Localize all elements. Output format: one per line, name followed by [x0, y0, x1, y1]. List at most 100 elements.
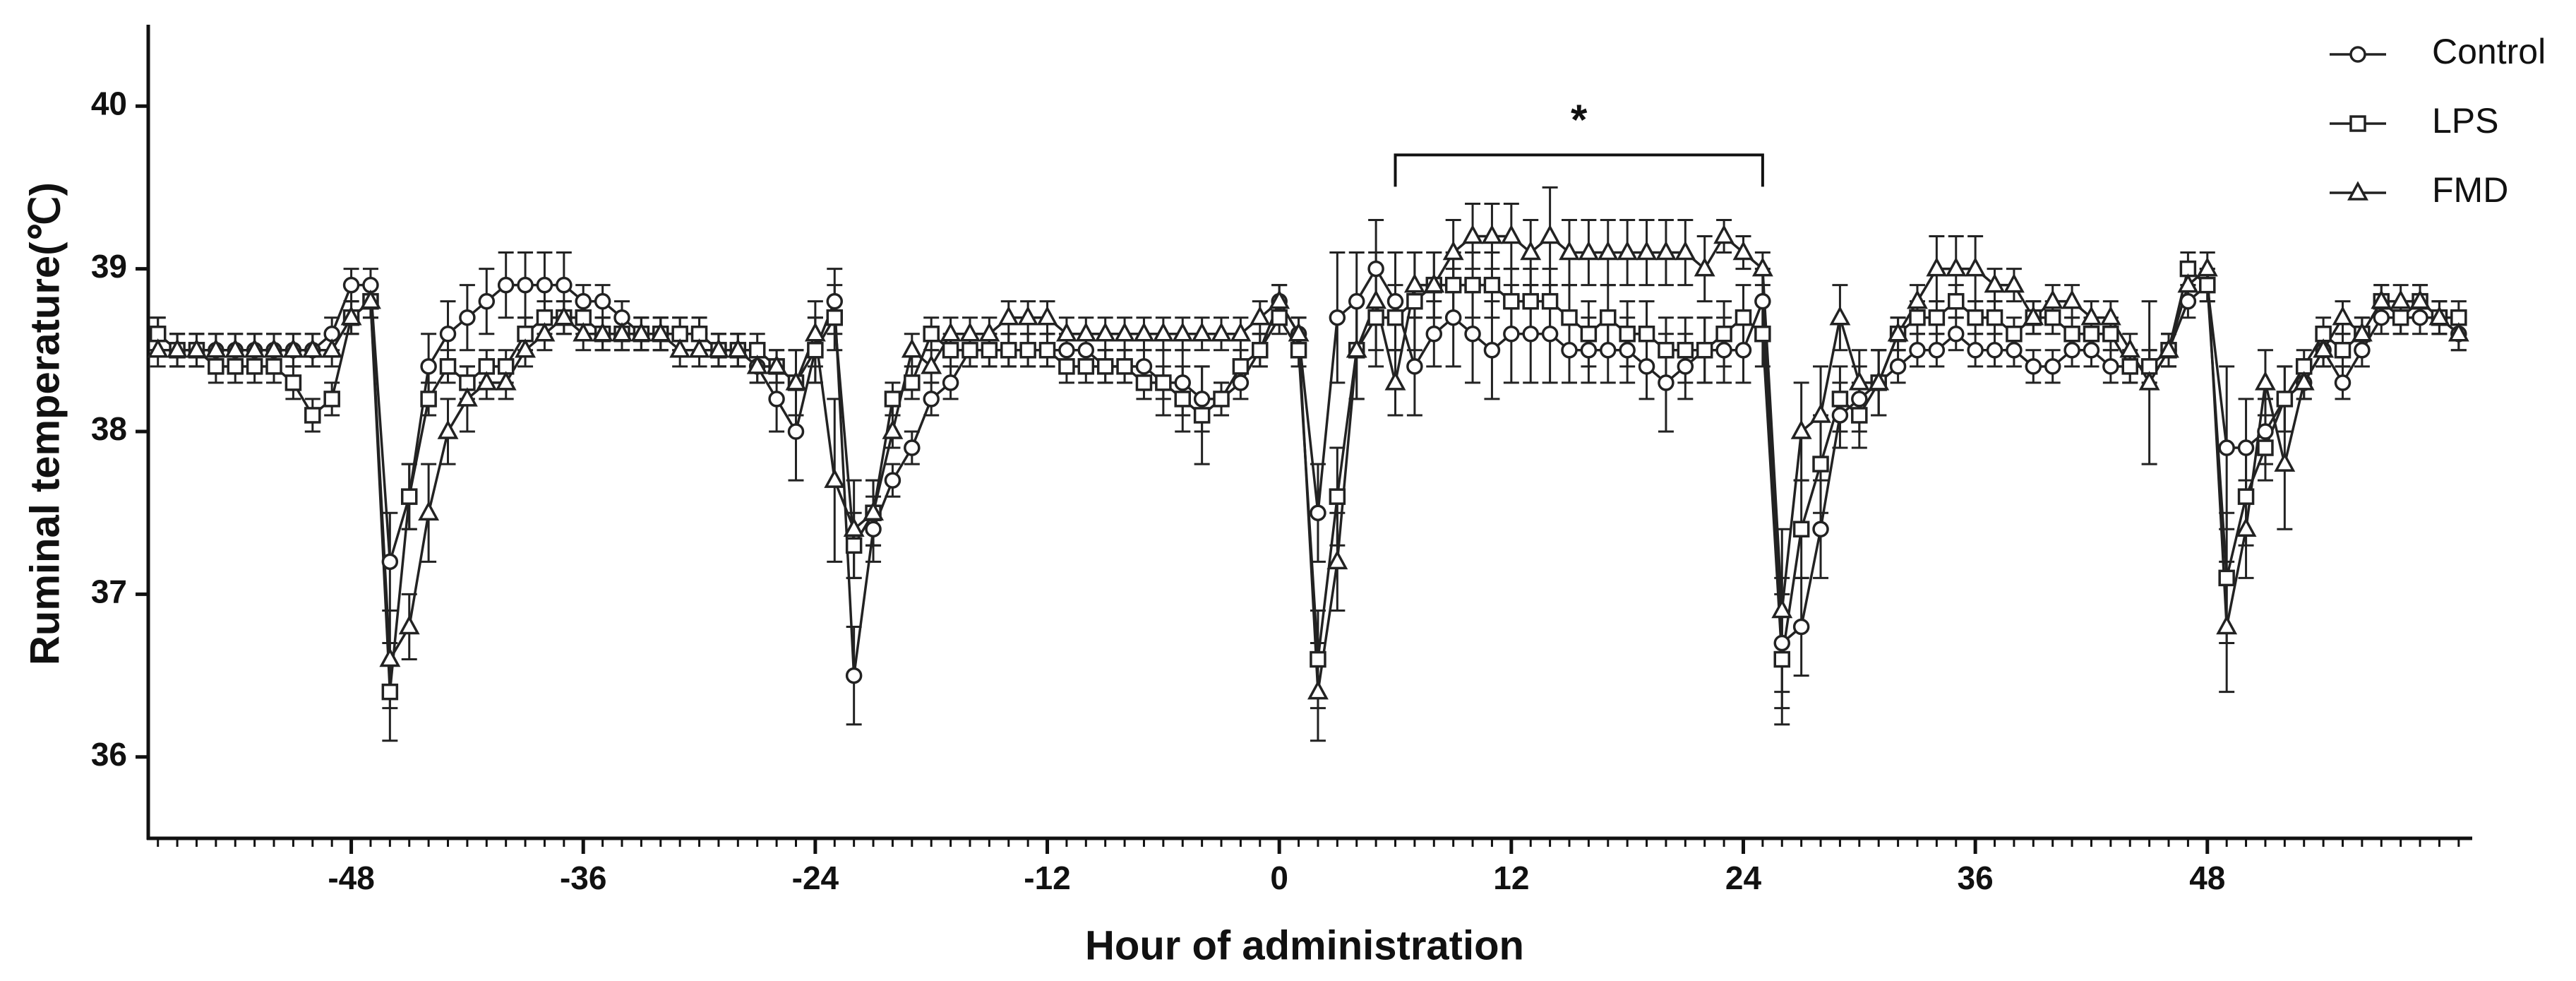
marker	[1887, 322, 1909, 342]
marker	[1406, 292, 1423, 310]
marker	[884, 391, 901, 408]
marker	[1754, 292, 1771, 310]
marker	[940, 322, 961, 342]
marker	[2023, 306, 2044, 326]
marker	[2196, 256, 2218, 277]
marker	[573, 322, 594, 342]
marker	[998, 306, 1019, 326]
marker	[2044, 358, 2061, 375]
marker	[1310, 504, 1326, 521]
marker	[1442, 240, 1464, 261]
marker	[1271, 309, 1288, 326]
marker	[961, 342, 978, 359]
marker	[1094, 322, 1116, 342]
marker	[959, 322, 981, 342]
marker	[2257, 439, 2274, 456]
marker	[536, 276, 553, 294]
marker	[882, 420, 904, 439]
marker	[517, 276, 534, 294]
marker	[787, 423, 805, 440]
marker	[1403, 273, 1425, 293]
marker	[1348, 292, 1365, 310]
marker	[1522, 326, 1539, 343]
x-tick-label: 36	[1958, 860, 1994, 896]
marker	[2006, 326, 2023, 343]
marker	[2412, 309, 2428, 326]
marker	[2293, 371, 2315, 391]
marker	[1578, 240, 1600, 261]
x-tick-label: -36	[560, 860, 606, 896]
marker	[1329, 488, 1346, 505]
marker	[2373, 309, 2390, 326]
marker	[807, 342, 824, 359]
y-tick-label: 37	[91, 573, 127, 610]
marker	[746, 355, 768, 374]
marker	[420, 391, 437, 408]
marker	[147, 338, 169, 358]
marker	[1541, 326, 1559, 343]
marker	[1464, 276, 1481, 294]
marker	[1406, 358, 1423, 375]
marker	[707, 338, 729, 358]
marker	[1367, 309, 1384, 326]
marker	[1889, 358, 1907, 375]
marker	[611, 322, 633, 342]
marker	[1773, 634, 1791, 652]
marker	[265, 358, 282, 375]
marker	[1848, 371, 1870, 391]
marker	[2371, 290, 2392, 309]
marker	[1751, 256, 1773, 277]
marker	[556, 276, 573, 294]
x-tick-label: 48	[2189, 860, 2225, 896]
x-tick-label: -48	[328, 860, 374, 896]
marker	[1174, 391, 1191, 408]
marker	[1713, 224, 1735, 244]
marker	[1483, 342, 1501, 359]
marker	[2003, 273, 2025, 293]
marker	[901, 338, 923, 358]
marker	[1539, 224, 1561, 244]
marker	[1580, 342, 1598, 359]
marker	[2255, 371, 2276, 391]
marker	[1677, 342, 1694, 359]
marker	[340, 306, 362, 326]
marker	[1191, 322, 1213, 342]
marker	[1965, 256, 1987, 277]
marker	[904, 439, 921, 456]
marker	[904, 374, 921, 391]
marker	[884, 472, 901, 489]
marker	[592, 322, 613, 342]
marker	[1732, 240, 1754, 261]
marker	[1232, 374, 1250, 391]
marker	[1503, 292, 1520, 310]
marker	[2235, 517, 2257, 537]
marker	[476, 371, 498, 391]
marker	[1715, 326, 1732, 343]
marker	[575, 292, 592, 310]
marker	[594, 292, 611, 310]
marker	[1696, 342, 1713, 359]
marker	[1193, 407, 1211, 424]
marker	[2199, 276, 2216, 294]
marker	[1928, 309, 1946, 326]
marker	[1655, 240, 1677, 261]
marker	[1269, 290, 1290, 309]
marker	[1000, 342, 1017, 359]
marker	[1307, 679, 1329, 700]
marker	[1365, 290, 1387, 309]
marker	[1694, 256, 1715, 277]
marker	[1636, 240, 1658, 261]
marker	[688, 338, 710, 358]
marker	[1096, 358, 1114, 375]
marker	[669, 338, 691, 358]
marker	[1675, 240, 1696, 261]
marker	[727, 338, 749, 358]
legend-marker	[2349, 46, 2366, 63]
marker	[1520, 240, 1542, 261]
marker	[2119, 338, 2141, 358]
marker	[400, 488, 418, 505]
marker	[1058, 342, 1075, 359]
marker	[1036, 306, 1058, 326]
marker	[2083, 342, 2100, 359]
